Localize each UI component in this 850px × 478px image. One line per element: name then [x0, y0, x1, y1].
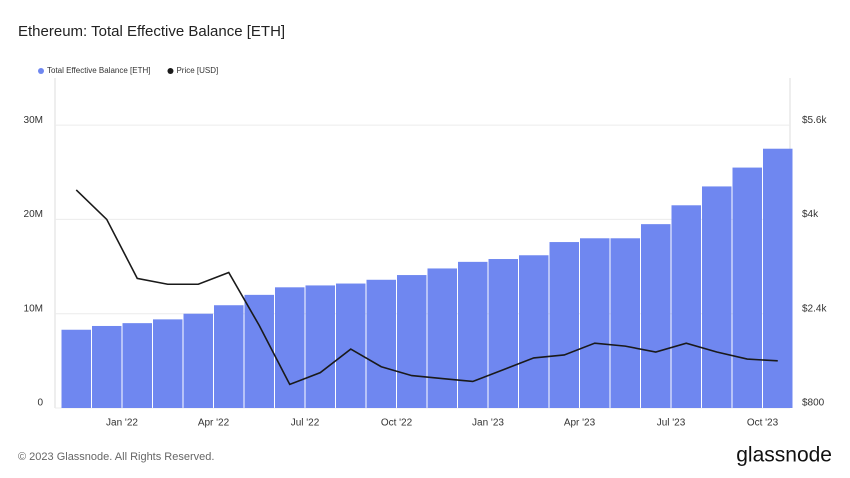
y-tick-label: 30M	[24, 115, 43, 126]
bar	[641, 224, 671, 408]
y-tick-label: 0	[37, 398, 43, 409]
x-tick-label: Apr '23	[564, 418, 596, 429]
y2-tick-label: $4k	[802, 209, 819, 220]
bar	[92, 325, 122, 408]
x-tick-label: Jan '23	[472, 418, 504, 429]
legend-label: Price [USD]	[176, 66, 218, 75]
bar	[488, 259, 518, 408]
bar	[549, 242, 579, 408]
x-tick-label: Jan '22	[106, 418, 138, 429]
x-tick-label: Oct '23	[747, 418, 779, 429]
bar	[610, 238, 640, 408]
bar	[61, 329, 91, 408]
bar	[122, 323, 152, 408]
bar	[732, 167, 762, 408]
x-tick-label: Oct '22	[381, 418, 413, 429]
bar	[336, 283, 366, 408]
y2-tick-label: $800	[802, 398, 825, 409]
x-tick-label: Apr '22	[198, 418, 230, 429]
bar	[427, 268, 457, 408]
x-tick-label: Jul '22	[291, 418, 320, 429]
x-tick-label: Jul '23	[657, 418, 686, 429]
bar	[183, 313, 213, 408]
chart-title: Ethereum: Total Effective Balance [ETH]	[18, 23, 285, 40]
bar	[397, 275, 427, 408]
bar	[519, 255, 549, 408]
bar	[458, 261, 488, 408]
legend-label: Total Effective Balance [ETH]	[47, 66, 150, 75]
legend-marker	[167, 68, 174, 74]
bar	[214, 305, 244, 408]
bar	[305, 285, 335, 408]
bar	[275, 287, 305, 408]
price-line	[75, 189, 778, 386]
y2-tick-label: $5.6k	[802, 115, 827, 126]
y-tick-label: 20M	[24, 209, 43, 220]
y2-tick-label: $2.4k	[802, 303, 827, 314]
bar	[580, 238, 610, 408]
legend-marker	[38, 68, 44, 74]
bar	[366, 279, 396, 408]
bar	[671, 205, 701, 408]
footer: © 2023 Glassnode. All Rights Reserved.	[18, 451, 214, 463]
bar	[153, 319, 183, 408]
bar	[763, 148, 793, 408]
bar	[244, 294, 274, 408]
bar	[702, 186, 732, 408]
brand-logo: glassnode	[736, 444, 832, 467]
y-tick-label: 10M	[24, 303, 43, 314]
